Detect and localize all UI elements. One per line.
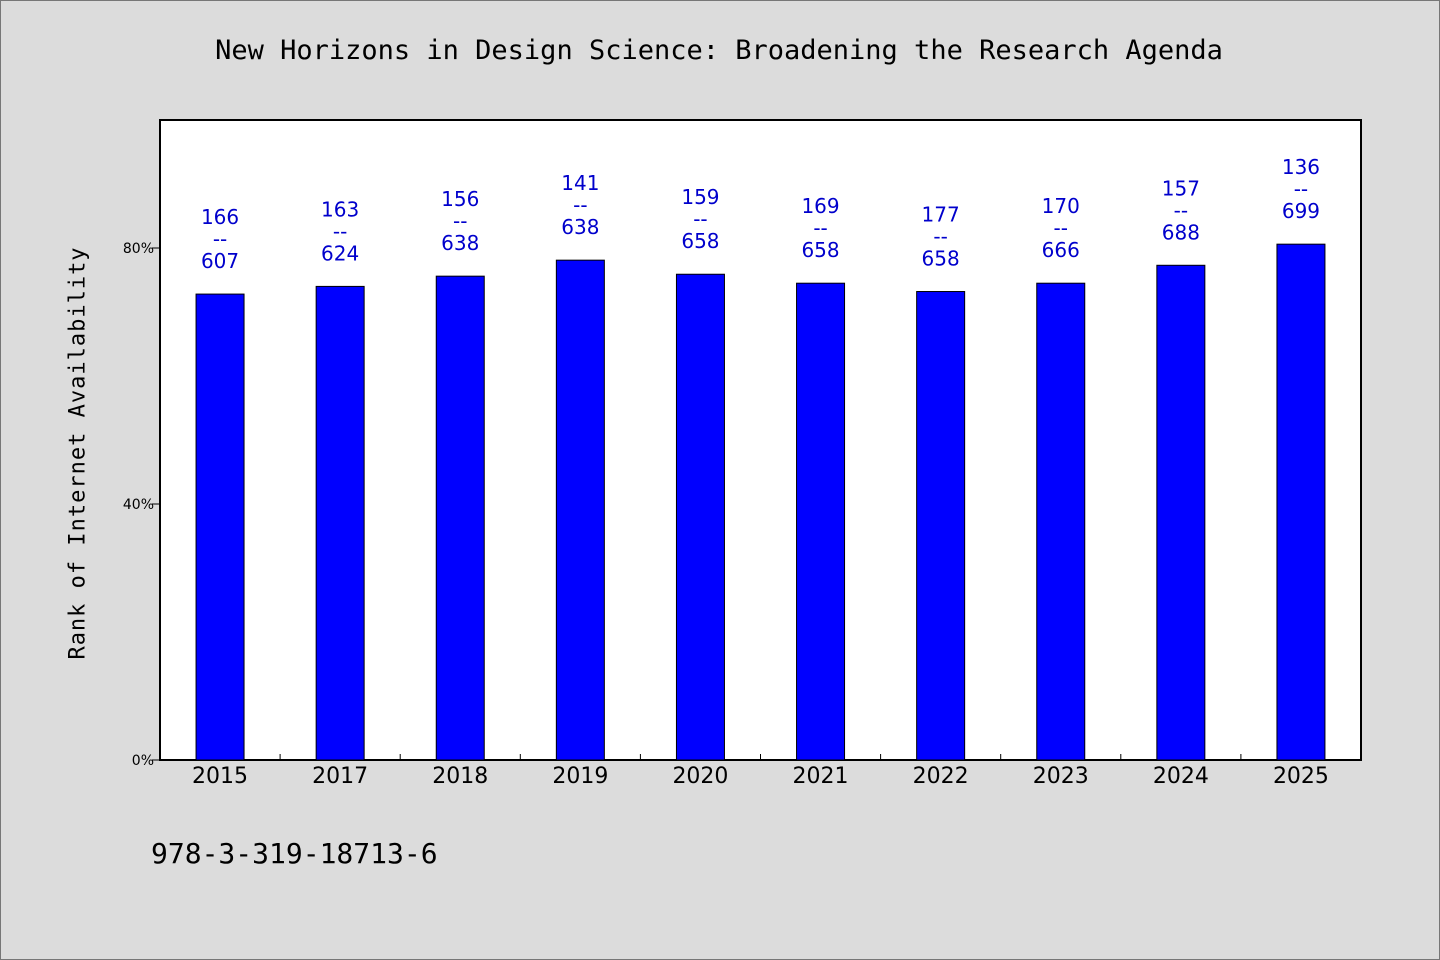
bar-2025 <box>1276 243 1326 761</box>
x-tick-label: 2015 <box>192 764 248 789</box>
data-label: 658 <box>801 238 839 262</box>
x-tick-label: 2019 <box>552 764 608 789</box>
bar-2019 <box>555 259 605 761</box>
data-label: 688 <box>1162 220 1200 244</box>
data-label: 170 <box>1042 194 1080 218</box>
bar-2023 <box>1036 282 1086 761</box>
data-label: 638 <box>561 215 599 239</box>
data-label: 658 <box>922 247 960 271</box>
bar-2022 <box>916 291 966 761</box>
y-tick-label: 40% <box>123 497 154 513</box>
data-label: -- <box>1294 177 1308 201</box>
bar-2021 <box>796 282 846 761</box>
data-label: 607 <box>201 249 239 273</box>
data-label: 658 <box>681 229 719 253</box>
data-label: 177 <box>922 203 960 227</box>
x-tick-label: 2021 <box>793 764 849 789</box>
data-label: 169 <box>801 194 839 218</box>
data-label: 666 <box>1042 238 1080 262</box>
bar-2015 <box>195 293 245 761</box>
data-labels-layer: 166--607163--624156--638141--638159--658… <box>201 155 1320 273</box>
x-tick-label: 2023 <box>1033 764 1089 789</box>
y-tick-label: 0% <box>132 753 154 769</box>
isbn-text: 978-3-319-18713-6 <box>151 837 438 870</box>
data-label: 141 <box>561 171 599 195</box>
x-tick-label: 2025 <box>1273 764 1329 789</box>
data-label: -- <box>813 216 827 240</box>
data-label: 156 <box>441 187 479 211</box>
data-label: -- <box>1054 216 1068 240</box>
data-label: 159 <box>681 185 719 209</box>
bar-2024 <box>1156 264 1206 761</box>
ticks-layer: 0% 40% 80% 2015 2017 2018 2019 2020 2021 2022 2023… <box>123 241 1329 789</box>
data-label: -- <box>333 219 347 243</box>
x-tick-label: 2018 <box>432 764 488 789</box>
data-label: -- <box>1174 198 1188 222</box>
y-tick-label: 80% <box>123 241 154 257</box>
x-tick-label: 2024 <box>1153 764 1209 789</box>
data-label: -- <box>573 193 587 217</box>
bar-2018 <box>435 275 485 761</box>
x-tick-label: 2020 <box>672 764 728 789</box>
data-label: 166 <box>201 205 239 229</box>
data-label: 163 <box>321 197 359 221</box>
data-label: 157 <box>1162 176 1200 200</box>
data-label: 624 <box>321 241 359 265</box>
data-label: 699 <box>1282 199 1320 223</box>
data-label: -- <box>213 227 227 251</box>
data-label: -- <box>933 225 947 249</box>
bars-layer <box>195 243 1326 761</box>
bar-2017 <box>315 285 365 761</box>
chart-title: New Horizons in Design Science: Broadeni… <box>215 35 1223 66</box>
bar-2020 <box>675 273 725 761</box>
x-tick-label: 2022 <box>913 764 969 789</box>
data-label: -- <box>453 209 467 233</box>
data-label: -- <box>693 207 707 231</box>
data-label: 136 <box>1282 155 1320 179</box>
data-label: 638 <box>441 231 479 255</box>
x-tick-label: 2017 <box>312 764 368 789</box>
